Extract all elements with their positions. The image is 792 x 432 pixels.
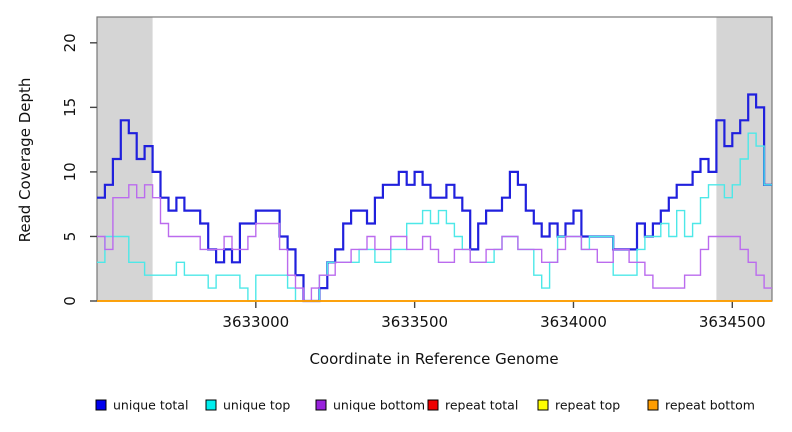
highlight-bands bbox=[97, 17, 772, 301]
plot-box bbox=[96, 16, 773, 302]
legend-item-repeat-bottom: repeat bottom bbox=[647, 398, 755, 413]
y-tick-label: 10 bbox=[61, 162, 79, 181]
legend-label: repeat top bbox=[555, 398, 620, 413]
legend-item-unique-top: unique top bbox=[205, 398, 290, 413]
legend-label: unique bottom bbox=[333, 398, 425, 413]
x-tick-label: 3633000 bbox=[222, 313, 289, 331]
series-lines bbox=[97, 93, 772, 303]
x-tick-label: 3634000 bbox=[540, 313, 607, 331]
legend-swatch bbox=[205, 399, 217, 411]
series-line-unique-top bbox=[97, 132, 772, 302]
legend-item-repeat-top: repeat top bbox=[537, 398, 620, 413]
legend-swatch bbox=[647, 399, 659, 411]
legend-item-repeat-total: repeat total bbox=[427, 398, 518, 413]
y-tick-label: 0 bbox=[61, 296, 79, 306]
y-tick-label: 20 bbox=[61, 33, 79, 52]
x-axis-label: Coordinate in Reference Genome bbox=[309, 350, 558, 368]
x-tick-label: 3634500 bbox=[699, 313, 766, 331]
legend-item-unique-bottom: unique bottom bbox=[315, 398, 425, 413]
legend-label: unique total bbox=[113, 398, 188, 413]
legend-swatch bbox=[537, 399, 549, 411]
legend-label: unique top bbox=[223, 398, 290, 413]
plot-frame: 3633000 3633500 3634000 3634500 0 5 10 15 20 bbox=[61, 16, 773, 331]
legend-swatch bbox=[427, 399, 439, 411]
y-tick-label: 15 bbox=[61, 98, 79, 117]
legend-label: repeat bottom bbox=[665, 398, 755, 413]
y-axis-label: Read Coverage Depth bbox=[16, 78, 34, 243]
legend-swatch bbox=[315, 399, 327, 411]
series-line-unique-bottom bbox=[97, 184, 772, 302]
legend: unique total unique top unique bottom repea… bbox=[95, 398, 755, 413]
legend-swatch bbox=[95, 399, 107, 411]
x-tick-label: 3633500 bbox=[381, 313, 448, 331]
series-line-unique-total bbox=[97, 93, 772, 303]
legend-item-unique-total: unique total bbox=[95, 398, 188, 413]
legend-label: repeat total bbox=[445, 398, 518, 413]
y-tick-label: 5 bbox=[61, 232, 79, 242]
